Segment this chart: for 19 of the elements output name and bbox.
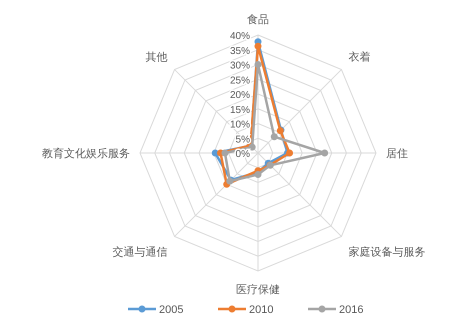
legend-label: 2005	[159, 304, 184, 316]
legend-label: 2016	[339, 304, 364, 316]
y-tick-label: 10%	[230, 120, 250, 130]
y-tick-label: 40%	[230, 31, 250, 42]
y-tick-label: 35%	[230, 46, 250, 57]
spoke-label: 交通与通信	[112, 246, 168, 259]
spoke-label: 医疗保健	[236, 283, 280, 296]
y-tick-label: 25%	[230, 75, 250, 86]
spoke-label: 居住	[386, 148, 408, 160]
legend-label: 2010	[249, 304, 274, 316]
y-tick-label: 30%	[230, 60, 250, 72]
y-tick-label: 15%	[230, 104, 250, 116]
spoke-label: 教育文化娱乐服务	[42, 147, 130, 160]
spoke-label: 其他	[145, 50, 168, 64]
spoke-label: 衣着	[348, 50, 371, 64]
y-tick-label: 20%	[230, 90, 250, 101]
spoke-label: 家庭设备与服务	[348, 246, 426, 259]
y-tick-label: 0%	[236, 149, 250, 160]
spoke-label: 食品	[247, 14, 269, 26]
